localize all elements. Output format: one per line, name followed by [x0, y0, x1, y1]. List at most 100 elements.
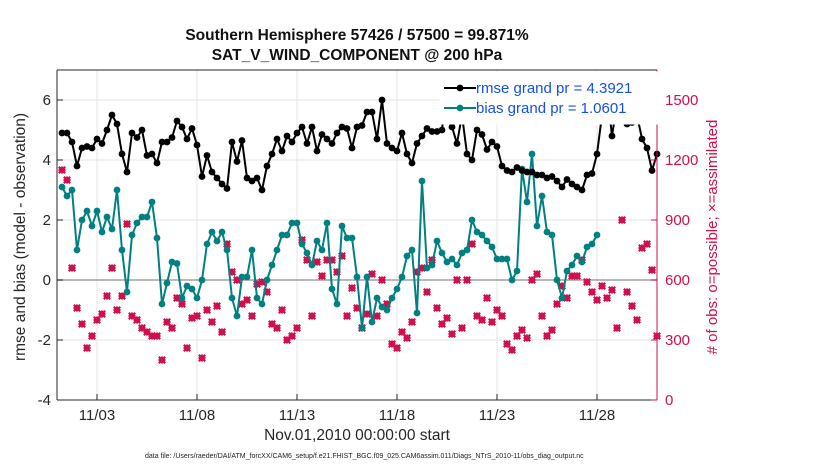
bias-point — [513, 267, 521, 275]
obs-assimilated-point — [598, 282, 606, 290]
bias-point — [133, 219, 141, 227]
rmse-point — [158, 138, 166, 146]
obs-assimilated-point — [398, 328, 406, 336]
y-right-tick-label: 0 — [665, 392, 673, 409]
data-file-footer: data file: /Users/raeder/DAI/ATM_forcXX/… — [145, 453, 584, 460]
rmse-point — [573, 183, 581, 191]
obs-assimilated-point — [548, 326, 556, 334]
bias-point — [438, 249, 446, 257]
rmse-point — [323, 135, 331, 143]
rmse-point — [448, 123, 456, 131]
obs-assimilated-point — [153, 332, 161, 340]
legend-box — [439, 71, 662, 125]
series-bias — [58, 150, 601, 332]
obs-assimilated-point — [98, 310, 106, 318]
obs-assimilated-point — [508, 346, 516, 354]
bias-point — [208, 228, 216, 236]
chart-title: Southern Hemisphere 57426 / 57500 = 99.8… — [185, 27, 529, 44]
bias-point — [183, 282, 191, 290]
bias-point — [303, 249, 311, 257]
bias-point — [508, 276, 516, 284]
bias-point — [228, 294, 236, 302]
rmse-point — [593, 150, 601, 158]
rmse-point — [563, 176, 571, 183]
obs-assimilated-point — [93, 316, 101, 324]
rmse-point — [248, 177, 256, 185]
rmse-point — [498, 162, 506, 170]
rmse-point — [243, 174, 251, 182]
obs-assimilated-point — [633, 316, 641, 324]
y-axis-right-label: # of obs: o=possible; ×=assimilated — [704, 120, 721, 355]
obs-assimilated-point — [613, 324, 621, 332]
bias-point — [413, 309, 421, 317]
obs-assimilated-point — [408, 318, 416, 326]
obs-assimilated-point — [443, 314, 451, 322]
rmse-point — [303, 140, 311, 147]
bias-point — [483, 237, 491, 245]
x-tick-label: 11/13 — [279, 407, 315, 424]
rmse-point — [253, 174, 261, 182]
obs-assimilated-point — [498, 312, 506, 320]
rmse-point — [193, 141, 201, 149]
obs-assimilated-point — [523, 334, 531, 342]
obs-assimilated-point — [403, 334, 411, 342]
rmse-point — [98, 140, 106, 147]
bias-point — [553, 276, 561, 284]
bias-point — [373, 294, 381, 302]
bias-point — [263, 276, 271, 284]
rmse-point — [93, 135, 101, 143]
obs-assimilated-point — [363, 310, 371, 318]
obs-assimilated-point — [518, 326, 526, 334]
bias-point — [73, 246, 81, 254]
obs-assimilated-point — [173, 294, 181, 302]
bias-point — [273, 246, 281, 254]
rmse-point — [203, 152, 211, 159]
y-left-tick-label: 4 — [43, 152, 51, 169]
bias-point — [68, 186, 76, 194]
rmse-point — [128, 129, 136, 137]
rmse-point — [373, 135, 381, 143]
bias-point — [468, 216, 476, 224]
rmse-point — [473, 126, 481, 134]
obs-assimilated-point — [158, 356, 166, 364]
rmse-point — [608, 132, 616, 140]
obs-assimilated-point — [78, 320, 86, 328]
obs-assimilated-point — [308, 312, 316, 320]
bias-point — [458, 249, 466, 257]
obs-assimilated-point — [293, 324, 301, 332]
rmse-point — [238, 137, 246, 144]
obs-assimilated-point — [458, 324, 466, 332]
rmse-point — [423, 125, 431, 132]
rmse-point — [558, 183, 566, 191]
bias-point — [63, 192, 71, 200]
obs-assimilated-point — [123, 220, 131, 228]
bias-point — [318, 246, 326, 254]
rmse-point — [483, 146, 491, 153]
rmse-point — [288, 138, 296, 146]
rmse-point — [528, 168, 536, 176]
legend-rmse-label: rmse grand pr = 4.3921 — [476, 80, 632, 97]
bias-point — [293, 219, 301, 227]
obs-assimilated-point — [278, 306, 286, 314]
obs-assimilated-point — [113, 306, 121, 314]
obs-assimilated-point — [343, 312, 351, 320]
rmse-point — [103, 126, 111, 134]
rmse-point — [403, 150, 411, 158]
bias-point — [378, 303, 386, 311]
bias-point — [443, 258, 451, 266]
rmse-point — [298, 123, 306, 131]
obs-assimilated-point — [528, 276, 536, 284]
obs-assimilated-point — [103, 292, 111, 300]
obs-assimilated-point — [538, 312, 546, 320]
bias-point — [98, 228, 106, 236]
rmse-point — [348, 144, 356, 152]
legend-bias-marker — [456, 104, 464, 112]
obs-assimilated-point — [418, 264, 426, 272]
y-left-tick-label: -4 — [38, 392, 51, 409]
obs-assimilated-point — [503, 340, 511, 348]
rmse-point — [478, 131, 486, 138]
bias-point — [78, 216, 86, 224]
rmse-point — [88, 144, 96, 152]
rmse-point — [553, 177, 561, 185]
